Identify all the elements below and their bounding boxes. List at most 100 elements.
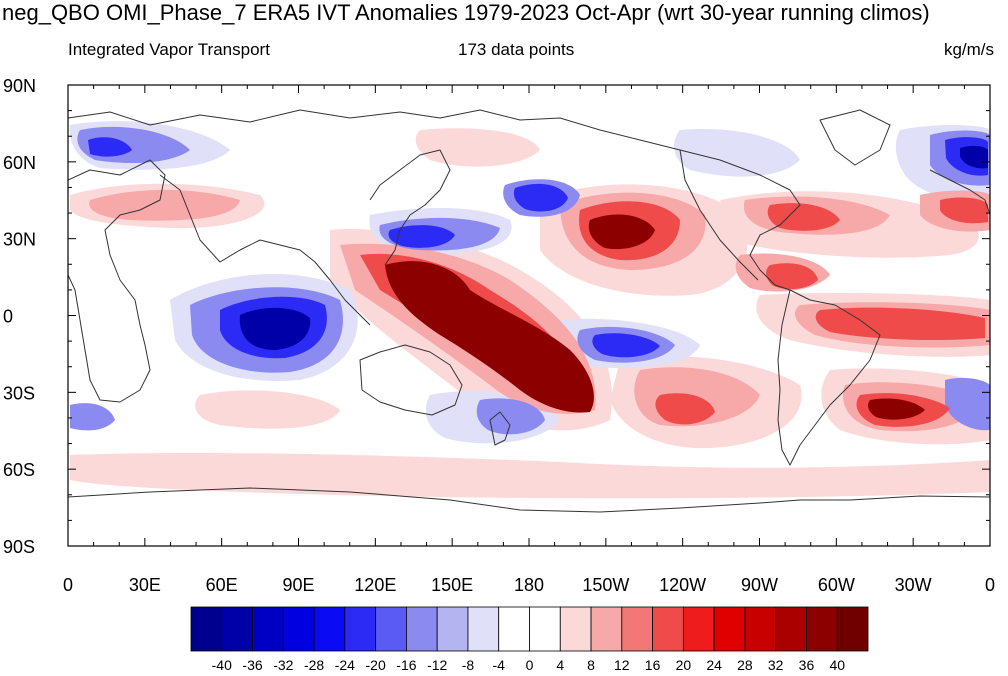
lat-tick-label: 90N [3, 76, 36, 96]
anomaly-shape [388, 225, 455, 248]
anomaly-shape [195, 390, 340, 429]
lon-tick-label: 90W [741, 575, 778, 595]
colorbar-swatch [836, 606, 869, 652]
lat-tick-label: 30N [3, 230, 36, 250]
colorbar [190, 606, 869, 652]
colorbar-label: -12 [427, 657, 447, 673]
coastline-africa-eurasia [68, 159, 166, 403]
anomaly-field [69, 121, 990, 499]
colorbar-swatch [252, 606, 284, 652]
map-title: neg_QBO OMI_Phase_7 ERA5 IVT Anomalies 1… [2, 0, 930, 25]
anomaly-shape [815, 307, 985, 340]
lat-tick-labels: 90N 60N 30N 0 30S 60S 90S [3, 76, 36, 557]
anomaly-shape [239, 307, 311, 350]
colorbar-swatch [344, 606, 377, 652]
anomaly-shape [70, 403, 115, 431]
anomaly-shape [940, 197, 988, 224]
anomaly-shape [766, 263, 818, 290]
colorbar-swatch [590, 606, 623, 652]
colorbar-label: 0 [526, 657, 534, 673]
colorbar-label: -16 [396, 657, 416, 673]
lon-tick-label: 120W [659, 575, 706, 595]
lat-tick-label: 90S [3, 537, 35, 557]
anomaly-shape [415, 128, 540, 167]
anomaly-shape [588, 214, 655, 250]
anomaly-shape [592, 333, 660, 358]
colorbar-swatch [621, 606, 653, 652]
anomaly-shape [945, 377, 990, 431]
coastline-antarctica [68, 487, 990, 513]
lon-tick-label: 30E [129, 575, 161, 595]
anomaly-shape [674, 129, 800, 177]
colorbar-label: 4 [556, 657, 564, 673]
colorbar-swatch [529, 606, 561, 652]
anomaly-shape [70, 452, 990, 499]
lon-tick-label: 60E [206, 575, 238, 595]
colorbar-label: -40 [212, 657, 232, 673]
lon-tick-label: 180 [514, 575, 544, 595]
colorbar-swatch [559, 606, 592, 652]
colorbar-label: 36 [799, 657, 815, 673]
colorbar-labels: -40 -36 -32 -28 -24 -20 -16 -12 -8 -4 0 4 8 12 16 20 24 2… [212, 657, 846, 673]
anomaly-shape [513, 183, 568, 212]
lat-tick-label: 30S [3, 383, 35, 403]
anomaly-shape [655, 393, 715, 425]
anomaly-shape [88, 137, 132, 157]
coastline-south-america [777, 289, 881, 466]
colorbar-label: 8 [587, 657, 595, 673]
lon-tick-label: 120E [354, 575, 396, 595]
colorbar-label: 20 [676, 657, 692, 673]
axis-ticks [67, 84, 991, 547]
colorbar-label: -24 [335, 657, 355, 673]
coastline-asia-south [159, 174, 371, 326]
colorbar-label: -8 [462, 657, 475, 673]
colorbar-swatch [436, 606, 469, 652]
colorbar-label: 28 [737, 657, 753, 673]
lon-tick-label: 150E [431, 575, 473, 595]
colorbar-swatch [221, 606, 253, 652]
colorbar-swatch [775, 606, 807, 652]
coastline-new-zealand [489, 411, 511, 446]
colorbar-swatch [375, 606, 407, 652]
lon-tick-label: 60W [818, 575, 855, 595]
colorbar-swatch [652, 606, 684, 652]
colorbar-label: -4 [493, 657, 506, 673]
lat-tick-label: 60N [3, 153, 36, 173]
lon-tick-label: 0 [985, 575, 995, 595]
anomaly-shape [767, 203, 840, 231]
colorbar-label: 24 [706, 657, 722, 673]
colorbar-swatch [467, 606, 500, 652]
colorbar-swatch [282, 606, 315, 652]
colorbar-swatch [313, 606, 346, 652]
lat-tick-label: 60S [3, 460, 35, 480]
lon-tick-label: 30W [895, 575, 932, 595]
colorbar-label: 16 [645, 657, 661, 673]
coastlines [68, 109, 990, 513]
colorbar-label: -32 [273, 657, 293, 673]
coastline-east-asia [369, 149, 451, 266]
units-label: kg/m/s [943, 40, 994, 59]
colorbar-label: 32 [768, 657, 784, 673]
lon-tick-label: 90E [282, 575, 314, 595]
coastline-europe [929, 169, 990, 216]
anomaly-shape [960, 145, 988, 169]
lon-tick-label: 0 [63, 575, 73, 595]
lat-tick-label: 0 [3, 307, 13, 327]
coastline-australia [359, 344, 463, 416]
coastline-greenland [819, 109, 891, 166]
colorbar-swatch [744, 606, 777, 652]
colorbar-label: 12 [614, 657, 630, 673]
colorbar-label: -28 [304, 657, 324, 673]
anomaly-shape [385, 261, 594, 413]
colorbar-swatch [498, 606, 530, 652]
coastline-eurasia-north [68, 109, 601, 131]
coastline-north-america-west [679, 149, 759, 281]
colorbar-swatch [190, 606, 223, 652]
colorbar-swatch [713, 606, 746, 652]
data-count-label: 173 data points [458, 40, 575, 59]
lon-tick-label: 150W [582, 575, 629, 595]
anomaly-shape [476, 398, 545, 435]
colorbar-swatch [806, 606, 838, 652]
variable-label: Integrated Vapor Transport [68, 40, 270, 59]
